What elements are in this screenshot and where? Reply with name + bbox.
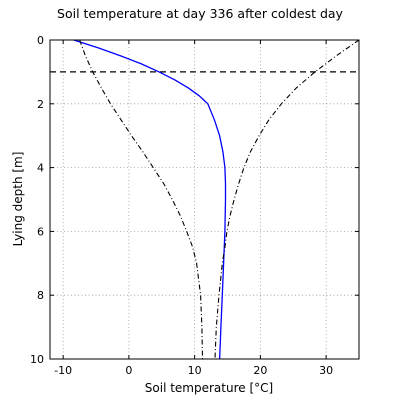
chart-title: Soil temperature at day 336 after coldes…: [57, 6, 344, 21]
y-tick-label: 2: [37, 98, 44, 111]
axis-ticks: -10 0 10 20 30 0 2 4 6 8 10: [30, 34, 359, 377]
y-tick-label: 4: [37, 162, 44, 175]
y-tick-label: 8: [37, 289, 44, 302]
x-axis-label: Soil temperature [°C]: [145, 381, 273, 395]
x-tick-label: 10: [188, 364, 202, 377]
x-tick-label: 30: [319, 364, 333, 377]
y-tick-label: 0: [37, 34, 44, 47]
y-axis-label: Lying depth [m]: [11, 152, 25, 247]
temperature-profile-line: [73, 39, 227, 360]
temperature-envelope-line: [214, 39, 360, 360]
x-tick-label: 0: [125, 364, 132, 377]
grid-lines: [50, 39, 359, 360]
y-tick-label: 10: [30, 353, 44, 366]
x-tick-label: 20: [253, 364, 267, 377]
plot-frame: [49, 39, 360, 360]
x-tick-label: -10: [54, 364, 72, 377]
temperature-envelope-line: [79, 39, 204, 360]
data-series: [73, 39, 360, 360]
y-tick-label: 6: [37, 225, 44, 238]
